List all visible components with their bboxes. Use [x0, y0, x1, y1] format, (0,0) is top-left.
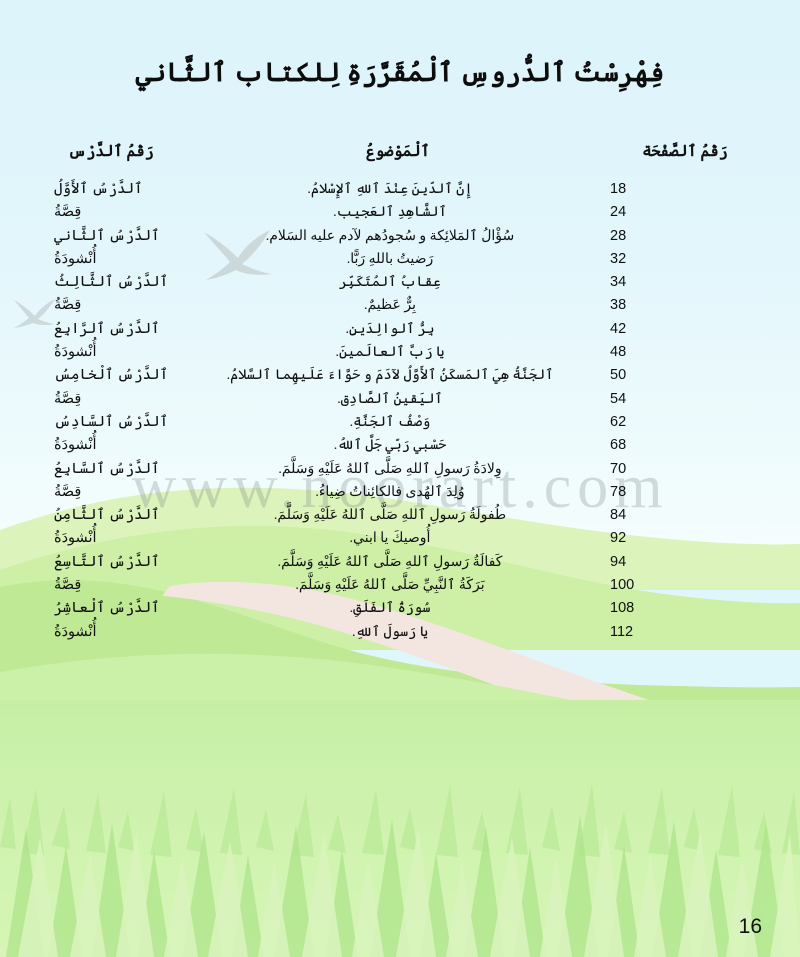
cell-subject: وَصْفُ ٱلجَنَّةِ. — [349, 414, 431, 430]
cell-subject: ٱليَقينُ ٱلصَّادِق. — [337, 391, 443, 407]
page-title: فِهْرِسْتُ ٱلدُّروسِ ٱلْمُقَرَّرَةِ لِلك… — [135, 58, 665, 87]
cell-subject: سُورَةُ ٱلفَلَقِ. — [349, 601, 431, 617]
toc-rows: 18 إِنَّ ٱلدّينَ عِنْدَ ٱللهِ ٱلإِسْلامُ.… — [36, 181, 760, 647]
cell-subject: بِرُّ ٱلوالِدَينِ. — [345, 321, 435, 337]
table-row: 108 سُورَةُ ٱلفَلَقِ. ٱلدَّرْسُ ٱلْعاشِرُ — [36, 600, 760, 623]
cell-subject: حَسْبي رَبّي جَلَّ ٱللهُ. — [333, 438, 447, 454]
cell-page-number: 92 — [610, 530, 627, 547]
table-row: 92 أُوصيكَ يا ابني. أُنْشودَةُ — [36, 530, 760, 553]
table-row: 28 سُؤْالُ ٱلمَلائِكة و سُجودُهم لآدم علي… — [36, 228, 760, 251]
cell-subject: يا رَسولَ ٱللهِ. — [351, 624, 429, 640]
cell-page-number: 108 — [610, 600, 635, 617]
table-row: 100 بَرَكَةُ ٱلنَّبِيِّ صَلَّى ٱللهُ عَلَ… — [36, 577, 760, 600]
cell-lesson-number: أُنْشودَةُ — [54, 530, 97, 547]
cell-page-number: 78 — [610, 483, 627, 500]
cell-subject: وُلِدَ ٱلهُدى فالكائِناتُ ضِياءُ. — [315, 484, 465, 500]
cell-subject: يا رَبَّ ٱلعالَمينَ. — [335, 345, 445, 361]
table-row: 48 يا رَبَّ ٱلعالَمينَ. أُنْشودَةُ — [36, 344, 760, 367]
cell-page-number: 32 — [610, 250, 627, 267]
cell-subject: ٱلشَّاهِدِ ٱلعَجيب. — [333, 205, 447, 221]
cell-page-number: 38 — [610, 297, 627, 314]
table-row: 50 ٱلجَنَّةُ هِيَ ٱلمَسكَنُ ٱلأَوَّلُ لآد… — [36, 367, 760, 390]
sky-background — [0, 0, 800, 560]
cell-lesson-number: ٱلدَّرْسُ ٱلْعاشِرُ — [54, 600, 160, 617]
table-of-contents: رَقْمُ ٱلصَّفْحَة ٱلْمَوْضوعُ رَقْمُ ٱلد… — [36, 142, 760, 647]
cell-page-number: 28 — [610, 227, 627, 244]
cell-lesson-number: ٱلدَّرْسُ ٱلتَّاسِعُ — [54, 553, 160, 570]
cell-lesson-number: قِصَّةُ — [54, 390, 82, 407]
cell-lesson-number: ٱلدَّرْسُ ٱلثَّاني — [54, 227, 160, 244]
cell-subject: أُوصيكَ يا ابني. — [349, 531, 431, 547]
cell-subject: بَرَكَةُ ٱلنَّبِيِّ صَلَّى ٱللهُ عَلَيْه… — [295, 578, 485, 594]
cell-page-number: 50 — [610, 367, 627, 384]
cell-lesson-number: أُنْشودَةُ — [54, 344, 97, 361]
cell-page-number: 84 — [610, 507, 627, 524]
table-row: 70 وِلادَةُ رَسولِ ٱللهِ صَلَّى ٱللهُ عَل… — [36, 461, 760, 484]
cell-page-number: 100 — [610, 577, 635, 594]
cell-page-number: 68 — [610, 437, 627, 454]
cell-lesson-number: ٱلدَّرْسُ ٱلسَّادِسُ — [54, 413, 169, 430]
cell-lesson-number: أُنْشودَةُ — [54, 437, 97, 454]
cell-subject: رَضيتُ باللهِ رَبًّا. — [346, 251, 434, 267]
cell-lesson-number: ٱلدَّرْسُ ٱلْخامِسُ — [54, 367, 169, 384]
cell-lesson-number: قِصَّةُ — [54, 483, 82, 500]
table-row: 34 عِقابُ ٱلمُتَكَبِّر ٱلدَّرْسُ ٱلثَّالِث… — [36, 274, 760, 297]
cell-subject: كَفالَةُ رَسولِ ٱللهِ صَلَّى ٱللهُ عَلَي… — [277, 554, 503, 570]
cell-subject: وِلادَةُ رَسولِ ٱللهِ صَلَّى ٱللهُ عَلَي… — [278, 461, 502, 477]
table-row: 62 وَصْفُ ٱلجَنَّةِ. ٱلدَّرْسُ ٱلسَّادِسُ — [36, 414, 760, 437]
header-lesson-number: رَقْمُ ٱلدَّرْس — [68, 143, 154, 160]
cell-subject: بِرٌّ عَظيمٌ. — [363, 298, 416, 314]
cell-lesson-number: قِصَّةُ — [54, 577, 82, 594]
header-page-number: رَقْمُ ٱلصَّفْحَة — [642, 143, 728, 160]
cell-page-number: 34 — [610, 274, 627, 291]
cell-lesson-number: ٱلدَّرْسُ ٱلأَوَّلُ — [54, 181, 143, 197]
table-row: 24 ٱلشَّاهِدِ ٱلعَجيب. قِصَّةُ — [36, 204, 760, 227]
cell-page-number: 112 — [610, 623, 634, 640]
table-row: 42 بِرُّ ٱلوالِدَينِ. ٱلدَّرْسُ ٱلرَّابِعُ — [36, 321, 760, 344]
cell-lesson-number: أُنْشودَةُ — [54, 250, 97, 267]
cell-lesson-number: ٱلدَّرْسُ ٱلسَّابِعُ — [54, 460, 160, 477]
cell-subject: طُفولَةُ رَسولِ ٱللهِ صَلَّى ٱللهُ عَلَي… — [273, 508, 507, 524]
cell-page-number: 24 — [610, 204, 627, 221]
cell-subject: عِقابُ ٱلمُتَكَبِّر — [339, 275, 441, 291]
toc-header-row: رَقْمُ ٱلصَّفْحَة ٱلْمَوْضوعُ رَقْمُ ٱلد… — [36, 142, 760, 161]
page-number: 16 — [738, 915, 762, 938]
cell-lesson-number: قِصَّةُ — [54, 204, 82, 221]
cell-page-number: 18 — [610, 181, 627, 197]
header-subject: ٱلْمَوْضوعُ — [366, 143, 430, 160]
cell-lesson-number: أُنْشودَةُ — [54, 623, 97, 640]
cell-subject: ٱلجَنَّةُ هِيَ ٱلمَسكَنُ ٱلأَوَّلُ لآدَم… — [226, 368, 554, 384]
cell-page-number: 54 — [610, 390, 627, 407]
cell-page-number: 94 — [610, 553, 627, 570]
grass-blades — [0, 727, 800, 957]
table-row: 112 يا رَسولَ ٱللهِ. أُنْشودَةُ — [36, 624, 760, 647]
table-row: 18 إِنَّ ٱلدّينَ عِنْدَ ٱللهِ ٱلإِسْلامُ.… — [36, 181, 760, 204]
swallow-bird-small-icon — [12, 298, 58, 330]
table-row: 94 كَفالَةُ رَسولِ ٱللهِ صَلَّى ٱللهُ عَل… — [36, 554, 760, 577]
cell-lesson-number: ٱلدَّرْسُ ٱلثَّامِنُ — [54, 507, 160, 524]
cell-lesson-number: ٱلدَّرْسُ ٱلرَّابِعُ — [54, 320, 160, 337]
table-row: 84 طُفولَةُ رَسولِ ٱللهِ صَلَّى ٱللهُ عَل… — [36, 507, 760, 530]
table-row: 38 بِرٌّ عَظيمٌ. قِصَّةُ — [36, 297, 760, 320]
cell-lesson-number: قِصَّةُ — [54, 297, 82, 314]
cell-page-number: 70 — [610, 460, 627, 477]
cell-page-number: 48 — [610, 344, 627, 361]
table-row: 54 ٱليَقينُ ٱلصَّادِق. قِصَّةُ — [36, 391, 760, 414]
cell-page-number: 42 — [610, 320, 627, 337]
cell-page-number: 62 — [610, 413, 627, 430]
cell-lesson-number: ٱلدَّرْسُ ٱلثَّالِثُ — [54, 274, 169, 291]
swallow-bird-icon — [200, 228, 280, 286]
cell-subject: سُؤْالُ ٱلمَلائِكة و سُجودُهم لآدم عليه … — [265, 228, 515, 244]
cell-subject: إِنَّ ٱلدّينَ عِنْدَ ٱللهِ ٱلإِسْلامُ. — [307, 182, 473, 197]
table-row: 78 وُلِدَ ٱلهُدى فالكائِناتُ ضِياءُ. قِصَّ… — [36, 484, 760, 507]
table-row: 32 رَضيتُ باللهِ رَبًّا. أُنْشودَةُ — [36, 251, 760, 274]
table-row: 68 حَسْبي رَبّي جَلَّ ٱللهُ. أُنْشودَةُ — [36, 437, 760, 460]
